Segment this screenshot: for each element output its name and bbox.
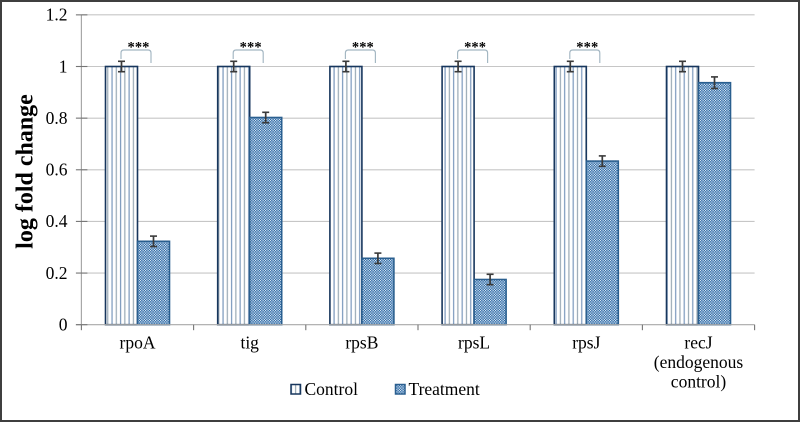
svg-text:rpoA: rpoA (120, 333, 156, 353)
svg-text:rpsB: rpsB (345, 333, 378, 353)
svg-text:log fold change: log fold change (13, 94, 39, 249)
svg-text:Treatment: Treatment (409, 379, 480, 399)
svg-text:control): control) (671, 372, 727, 392)
svg-text:0.4: 0.4 (46, 211, 68, 231)
svg-text:***: *** (464, 39, 486, 55)
svg-text:recJ: recJ (684, 333, 712, 353)
svg-text:***: *** (240, 39, 262, 55)
svg-text:***: *** (352, 39, 374, 55)
svg-text:***: *** (127, 39, 149, 55)
svg-text:rpsJ: rpsJ (572, 333, 600, 353)
svg-text:rpsL: rpsL (458, 333, 490, 353)
svg-text:tig: tig (240, 333, 259, 353)
svg-text:1.2: 1.2 (46, 5, 68, 25)
svg-text:1: 1 (59, 56, 68, 76)
svg-text:0.8: 0.8 (46, 108, 68, 128)
svg-text:***: *** (576, 39, 598, 55)
svg-text:0.6: 0.6 (46, 160, 68, 180)
svg-text:0: 0 (59, 315, 68, 335)
svg-text:0.2: 0.2 (46, 263, 68, 283)
svg-text:(endogenous: (endogenous (654, 352, 744, 372)
svg-text:Control: Control (305, 379, 359, 399)
